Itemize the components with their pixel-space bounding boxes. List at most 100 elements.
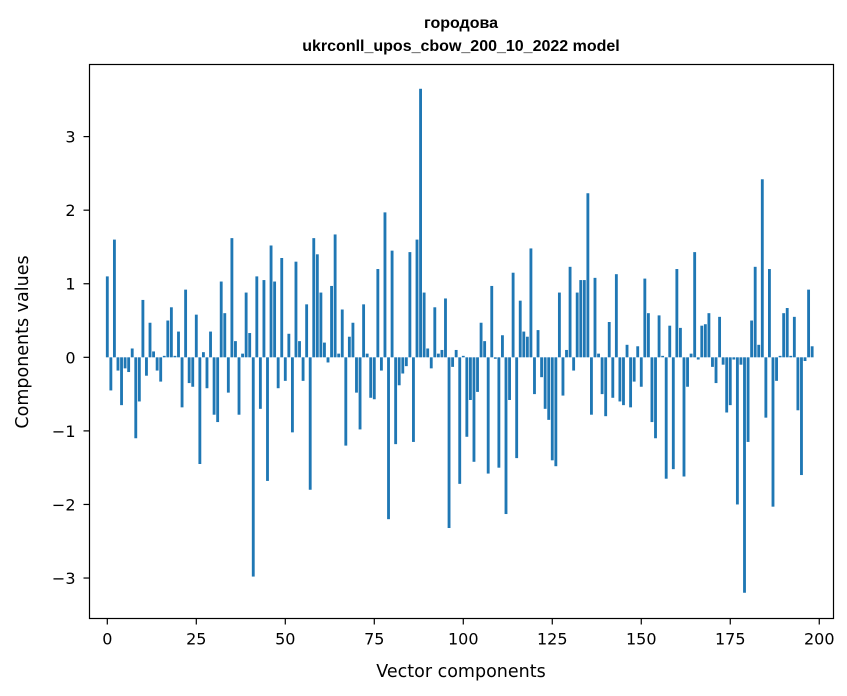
bar-86: [412, 357, 415, 442]
bar-7: [130, 348, 134, 358]
bars-group: [105, 88, 814, 593]
bar-175: [728, 357, 732, 406]
bar-57: [308, 357, 312, 490]
bar-109: [493, 357, 497, 359]
bar-126: [554, 357, 558, 467]
bar-76: [376, 269, 380, 358]
bar-198: [810, 346, 814, 358]
bar-10: [141, 299, 145, 358]
x-tick-label-75: 75: [364, 630, 384, 649]
bar-186: [768, 269, 771, 358]
bar-138: [597, 353, 600, 358]
bar-133: [579, 280, 583, 358]
bar-117: [522, 331, 526, 358]
y-tick-label-2: 2: [65, 201, 75, 220]
bar-177: [735, 357, 739, 505]
x-tick-label-25: 25: [186, 630, 206, 649]
bar-111: [501, 335, 504, 358]
bar-91: [429, 357, 433, 369]
bar-75: [372, 357, 376, 400]
x-tick-label-200: 200: [804, 630, 835, 649]
bar-0: [105, 276, 109, 358]
bar-62: [326, 357, 330, 363]
y-tick-label-3: 3: [65, 128, 75, 147]
bar-2: [112, 239, 116, 358]
bar-14: [155, 357, 159, 371]
bar-89: [422, 292, 426, 358]
bar-140: [604, 357, 608, 417]
bar-51: [287, 333, 291, 358]
bar-123: [543, 357, 547, 409]
bar-148: [632, 357, 636, 382]
bar-106: [483, 341, 487, 358]
bar-164: [689, 353, 693, 358]
bar-36: [234, 341, 237, 358]
bar-130: [568, 266, 572, 358]
bar-48: [276, 357, 280, 389]
bar-120: [533, 357, 536, 395]
bar-88: [419, 88, 422, 358]
bar-21: [180, 357, 184, 408]
x-tick-label-0: 0: [102, 630, 112, 649]
x-tick-label-175: 175: [715, 630, 746, 649]
y-tick-label--2: −2: [52, 495, 76, 514]
bar-121: [536, 330, 540, 358]
bar-47: [273, 281, 277, 358]
bar-72: [362, 304, 366, 358]
bar-195: [800, 357, 803, 476]
bar-187: [771, 357, 775, 507]
bar-104: [476, 357, 479, 392]
bar-118: [525, 336, 529, 358]
bar-154: [654, 357, 657, 439]
bar-172: [718, 316, 722, 358]
bar-178: [739, 357, 743, 365]
y-tick-label-0: 0: [65, 348, 75, 367]
bar-19: [173, 355, 177, 358]
x-tick-label-150: 150: [626, 630, 657, 649]
y-axis-label: Components values: [13, 255, 33, 428]
bar-27: [201, 352, 205, 358]
bar-150: [639, 357, 643, 387]
bar-17: [166, 320, 170, 358]
y-tick-label--3: −3: [52, 569, 76, 588]
bar-16: [162, 355, 166, 358]
bar-116: [518, 300, 522, 358]
bar-165: [693, 252, 697, 358]
bar-174: [725, 357, 729, 413]
bar-185: [764, 357, 768, 418]
bar-196: [803, 357, 807, 361]
bar-31: [216, 357, 220, 423]
bar-135: [586, 193, 590, 358]
bar-176: [732, 357, 736, 360]
bar-87: [415, 239, 419, 358]
bar-79: [387, 357, 390, 520]
bar-152: [646, 313, 650, 358]
bar-66: [340, 309, 344, 358]
bar-45: [266, 357, 269, 481]
bar-37: [237, 357, 241, 415]
bar-179: [743, 357, 746, 593]
bar-11: [145, 357, 148, 376]
bar-13: [152, 351, 155, 358]
bar-63: [330, 285, 333, 358]
bar-143: [614, 274, 618, 358]
bar-54: [298, 341, 301, 358]
bar-163: [686, 357, 689, 387]
bar-101: [465, 357, 469, 437]
bar-166: [696, 357, 700, 360]
bar-90: [426, 348, 430, 358]
bar-61: [323, 342, 326, 358]
bar-103: [472, 357, 476, 462]
y-axis-ticks: −3 −2 −1 0 1 2 3: [52, 128, 90, 588]
bar-107: [486, 357, 490, 474]
bar-70: [355, 357, 358, 393]
bar-173: [721, 357, 725, 365]
bar-137: [593, 277, 597, 358]
bar-35: [230, 238, 234, 358]
bar-40: [248, 333, 252, 358]
bar-42: [255, 276, 259, 358]
bar-162: [682, 357, 686, 477]
bar-193: [792, 316, 796, 358]
bar-59: [315, 254, 319, 358]
